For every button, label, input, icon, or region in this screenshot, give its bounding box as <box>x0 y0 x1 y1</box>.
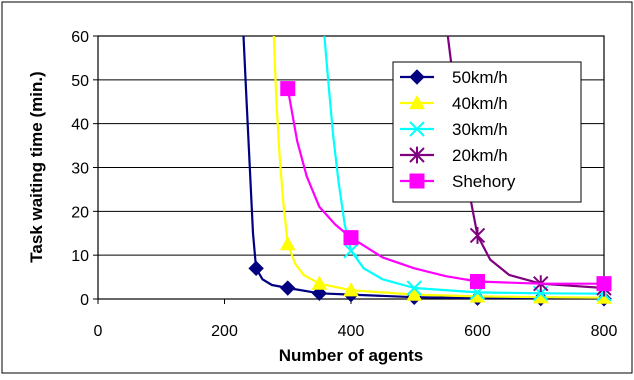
legend-item: Shehory <box>400 172 516 191</box>
y-tick-label: 30 <box>71 161 89 178</box>
x-tick-label: 600 <box>464 323 491 340</box>
series-shehory <box>280 81 612 292</box>
data-point <box>596 276 612 292</box>
legend-item: 30km/h <box>400 120 508 139</box>
y-tick-label: 60 <box>71 29 89 46</box>
legend-item: 40km/h <box>400 94 508 113</box>
data-point <box>311 285 328 302</box>
x-tick-label: 400 <box>338 323 365 340</box>
data-point <box>279 236 296 251</box>
legend-label: 50km/h <box>452 68 508 87</box>
data-point <box>248 260 264 277</box>
legend-label: 30km/h <box>452 120 508 139</box>
data-point <box>343 230 359 246</box>
y-tick-label: 10 <box>71 248 89 265</box>
legend-item: 50km/h <box>400 68 508 87</box>
legend-label: 40km/h <box>452 94 508 113</box>
x-axis-title: Number of agents <box>279 346 424 365</box>
legend-marker <box>409 173 425 189</box>
data-point <box>406 286 423 301</box>
series-group <box>242 36 612 307</box>
data-point <box>280 280 296 296</box>
data-point <box>470 273 485 289</box>
y-tick-label: 20 <box>71 204 89 221</box>
data-point <box>311 275 328 290</box>
x-tick-label: 800 <box>591 323 618 340</box>
legend-marker <box>409 94 425 110</box>
data-point <box>343 243 359 259</box>
y-tick-label: 0 <box>80 292 89 309</box>
legend-marker <box>409 69 425 85</box>
x-tick-label: 0 <box>94 323 103 340</box>
legend-marker <box>409 121 425 137</box>
series-line <box>323 36 604 295</box>
y-axis-title: Task waiting time (min.) <box>27 71 46 262</box>
data-point <box>280 81 296 97</box>
legend-marker <box>409 146 425 164</box>
legend: 50km/h 40km/h 30km/h 20km/h Shehory <box>392 61 582 203</box>
legend-label: Shehory <box>452 172 516 191</box>
x-tick-label: 200 <box>211 323 238 340</box>
y-tick-label: 50 <box>71 73 89 90</box>
data-point <box>469 227 486 244</box>
series-line <box>286 88 604 285</box>
data-point <box>343 282 359 297</box>
data-point <box>406 280 422 296</box>
series-line <box>242 36 604 299</box>
legend-item: 20km/h <box>400 146 508 165</box>
y-tick-label: 40 <box>71 117 89 134</box>
legend-label: 20km/h <box>452 146 508 165</box>
